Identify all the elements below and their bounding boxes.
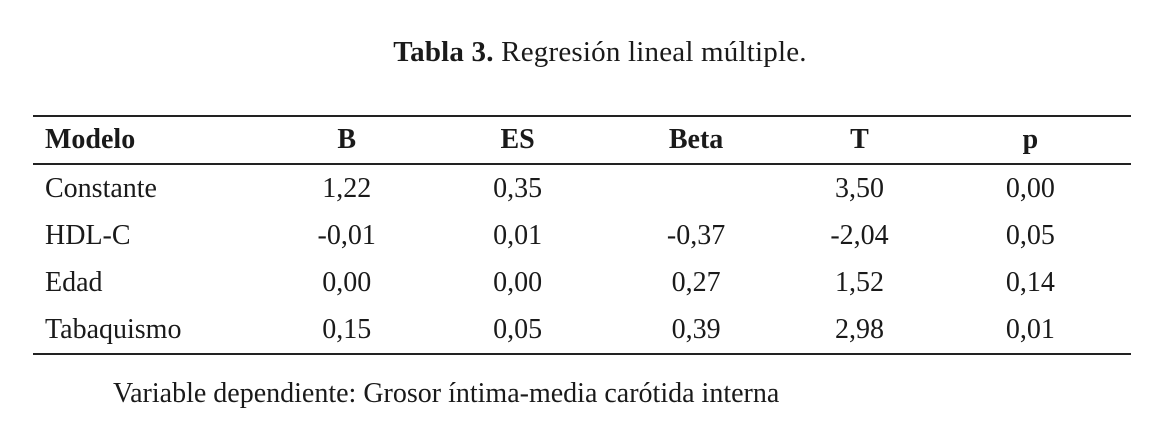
cell-b: 0,00 — [322, 266, 372, 298]
regression-table: Modelo B ES Beta T p Constante 1,22 0,35… — [33, 115, 1131, 355]
cell-beta: -0,37 — [666, 219, 726, 251]
header-t: T — [850, 124, 869, 155]
table-row: HDL-C -0,01 0,01 -0,37 -2,04 0,05 — [33, 212, 1131, 259]
cell-b: -0,01 — [317, 219, 376, 251]
cell-p: 0,01 — [1005, 313, 1055, 345]
regression-table-container: Modelo B ES Beta T p Constante 1,22 0,35… — [33, 115, 1131, 355]
cell-p: 0,05 — [1005, 219, 1055, 251]
header-beta: Beta — [668, 124, 724, 155]
row-label: HDL-C — [45, 219, 131, 251]
cell-t: 1,52 — [834, 266, 884, 298]
cell-t: 3,50 — [834, 172, 884, 204]
cell-p: 0,14 — [1005, 266, 1055, 298]
cell-es: 0,00 — [493, 266, 543, 298]
row-label: Constante — [45, 172, 157, 204]
header-b: B — [337, 124, 357, 155]
header-p: p — [1022, 124, 1039, 155]
cell-beta: 0,27 — [671, 266, 721, 298]
header-modelo: Modelo — [45, 124, 136, 155]
caption-label: Tabla 3. — [393, 36, 494, 68]
row-label: Edad — [45, 266, 103, 298]
table-row: Edad 0,00 0,00 0,27 1,52 0,14 — [33, 259, 1131, 306]
row-label: Tabaquismo — [45, 313, 182, 345]
table-footnote: Variable dependiente: Grosor íntima-medi… — [113, 378, 780, 409]
cell-t: -2,04 — [830, 219, 889, 251]
cell-b: 1,22 — [322, 172, 372, 204]
table-row: Tabaquismo 0,15 0,05 0,39 2,98 0,01 — [33, 306, 1131, 354]
caption-text: Regresión lineal múltiple. — [493, 36, 807, 68]
cell-b: 0,15 — [322, 313, 372, 345]
cell-t: 2,98 — [834, 313, 884, 345]
cell-p: 0,00 — [1005, 172, 1055, 204]
cell-beta: 0,39 — [671, 313, 721, 345]
cell-es: 0,05 — [493, 313, 543, 345]
cell-beta — [603, 164, 789, 212]
cell-es: 0,01 — [493, 219, 543, 251]
header-row: Modelo B ES Beta T p — [33, 116, 1131, 164]
cell-es: 0,35 — [493, 172, 543, 204]
header-es: ES — [500, 124, 535, 155]
table-caption: Tabla 3. Regresión lineal múltiple. — [0, 36, 1172, 69]
table-row: Constante 1,22 0,35 3,50 0,00 — [33, 164, 1131, 212]
